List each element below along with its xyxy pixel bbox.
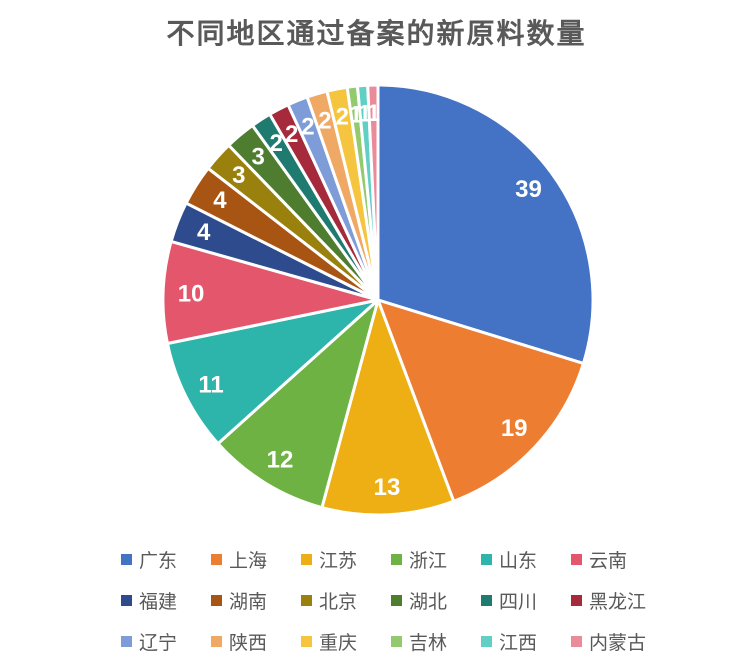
legend-label: 福建 [139,591,178,613]
slice-value-label-0: 39 [515,176,542,203]
legend-item-1: 上海 [211,548,301,572]
legend-item-12: 辽宁 [121,630,211,654]
legend-item-10: 四川 [481,589,571,613]
slice-value-label-10: 2 [270,130,283,157]
legend-label: 黑龙江 [589,591,647,613]
slice-value-label-3: 12 [267,446,294,473]
legend-swatch-icon [301,553,312,565]
legend-item-14: 重庆 [301,630,391,654]
pie-slice-2 [320,298,456,517]
legend-swatch-icon [391,553,402,565]
legend-swatch-icon [301,594,312,606]
legend-item-0: 广东 [121,548,211,572]
legend-label: 江苏 [319,550,358,572]
legend-label: 吉林 [409,632,448,654]
legend-swatch-icon [211,635,222,647]
legend-item-8: 北京 [301,589,391,613]
legend-swatch-icon [301,635,312,647]
slice-value-label-7: 4 [213,187,227,214]
legend-label: 广东 [139,550,178,572]
legend-swatch-icon [121,635,132,647]
legend-swatch-icon [391,594,402,606]
slice-value-label-8: 3 [232,162,245,189]
legend-label: 山东 [499,550,538,572]
pie-slice-17 [366,83,380,302]
slice-value-label-5: 10 [178,280,205,307]
legend-label: 内蒙古 [589,632,647,654]
legend-item-2: 江苏 [301,548,391,572]
slice-value-label-4: 11 [198,371,223,398]
slice-value-label-14: 2 [336,103,349,130]
legend-swatch-icon [571,553,582,565]
legend-item-16: 江西 [481,630,571,654]
legend: 广东 上海 江苏 浙江 山东 云南福建 湖南 北京 湖北 四川 黑龙江辽宁 陕西 重庆 吉林 江西 内蒙古 [121,548,681,671]
slice-value-label-16: 1 [358,100,371,127]
legend-swatch-icon [391,635,402,647]
pie-slice-4 [165,298,380,446]
slice-value-label-13: 2 [318,108,331,135]
legend-label: 辽宁 [139,632,178,654]
slice-value-label-11: 2 [285,121,298,148]
slice-value-label-17: 1 [367,100,380,127]
legend-label: 江西 [499,632,538,654]
legend-item-4: 山东 [481,548,571,572]
legend-label: 北京 [319,591,358,613]
legend-label: 陕西 [229,632,268,654]
pie-slice-3 [216,298,380,510]
legend-label: 重庆 [319,632,358,654]
legend-item-11: 黑龙江 [571,589,661,613]
slice-value-label-6: 4 [197,219,211,246]
legend-label: 上海 [229,550,268,572]
legend-label: 四川 [499,591,538,613]
legend-label: 湖北 [409,591,448,613]
legend-swatch-icon [481,635,492,647]
slice-value-label-12: 2 [301,114,314,141]
legend-swatch-icon [121,553,132,565]
slice-value-label-1: 19 [501,415,528,442]
slice-value-label-2: 13 [374,474,401,501]
legend-item-6: 福建 [121,589,211,613]
legend-item-7: 湖南 [211,589,301,613]
pie-slice-0 [376,83,595,365]
chart-title: 不同地区通过备案的新原料数量 [166,19,587,50]
legend-item-9: 湖北 [391,589,481,613]
legend-label: 云南 [589,550,628,572]
legend-item-5: 云南 [571,548,661,572]
legend-swatch-icon [571,635,582,647]
legend-label: 浙江 [409,550,448,572]
legend-swatch-icon [481,553,492,565]
legend-swatch-icon [121,594,132,606]
slice-value-label-9: 3 [251,143,264,170]
pie-slice-5 [161,239,380,346]
legend-swatch-icon [481,594,492,606]
legend-item-13: 陕西 [211,630,301,654]
slice-value-label-15: 1 [349,101,362,128]
legend-item-17: 内蒙古 [571,630,661,654]
legend-item-3: 浙江 [391,548,481,572]
legend-swatch-icon [571,594,582,606]
legend-swatch-icon [211,594,222,606]
legend-item-15: 吉林 [391,630,481,654]
legend-label: 湖南 [229,591,268,613]
pie-slice-1 [376,298,585,503]
legend-swatch-icon [211,553,222,565]
